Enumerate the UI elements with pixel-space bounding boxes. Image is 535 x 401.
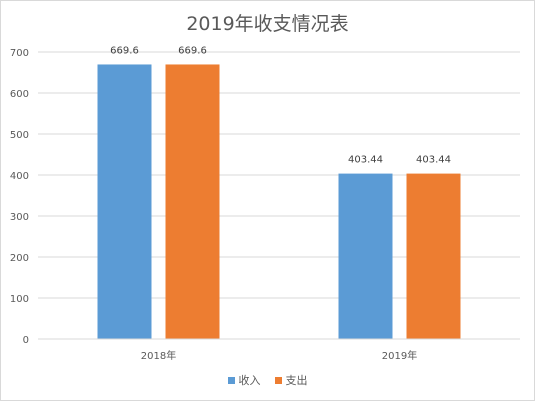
legend-swatch xyxy=(227,376,235,384)
y-tick-label: 700 xyxy=(10,48,29,59)
y-tick-label: 300 xyxy=(10,212,29,223)
legend-item-series-0: 收入 xyxy=(227,372,261,388)
y-tick-label: 100 xyxy=(10,294,29,305)
bar-0-1 xyxy=(338,173,393,339)
y-tick-label: 500 xyxy=(10,130,29,141)
bar-0-0 xyxy=(97,64,152,340)
bar-1-1 xyxy=(406,173,461,339)
chart-title: 2019年收支情况表 xyxy=(186,13,349,35)
bar-1-0 xyxy=(165,64,220,340)
y-tick-label: 600 xyxy=(10,89,29,100)
legend-label: 收入 xyxy=(238,374,261,387)
legend-label: 支出 xyxy=(285,374,308,387)
legend: 收入 支出 xyxy=(1,372,534,388)
legend-swatch xyxy=(274,376,282,384)
x-tick-label: 2019年 xyxy=(382,349,417,362)
y-tick-label: 200 xyxy=(10,253,29,264)
x-tick-label: 2018年 xyxy=(141,349,176,362)
y-tick-label: 0 xyxy=(23,335,29,346)
data-label: 403.44 xyxy=(416,155,451,166)
y-tick-label: 400 xyxy=(10,171,29,182)
data-label: 403.44 xyxy=(348,155,383,166)
data-label: 669.6 xyxy=(178,45,207,56)
legend-item-series-1: 支出 xyxy=(274,372,308,388)
data-label: 669.6 xyxy=(110,45,139,56)
